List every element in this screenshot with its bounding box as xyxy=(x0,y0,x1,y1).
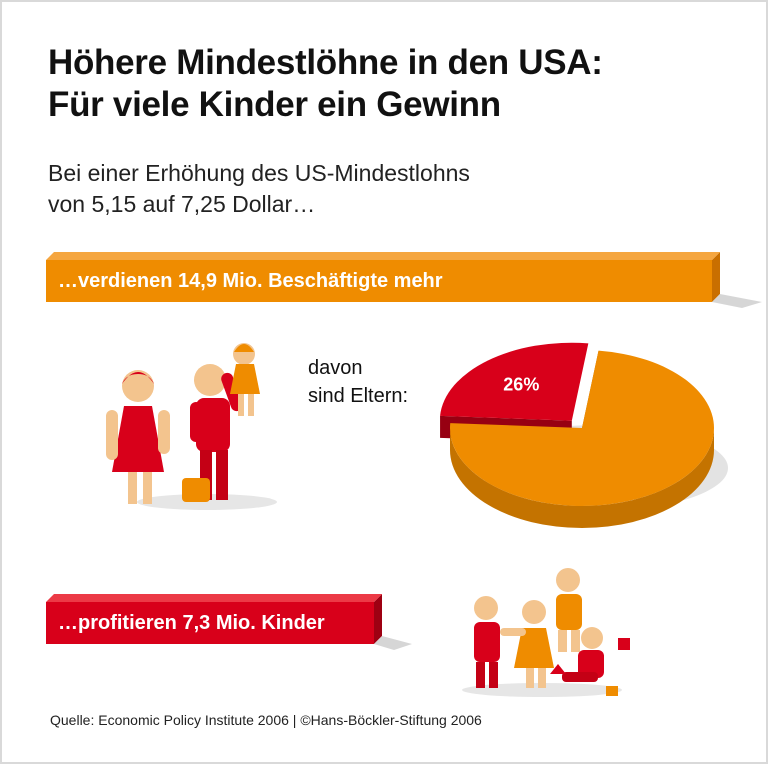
children-bar: …profitieren 7,3 Mio. Kinder xyxy=(46,602,374,644)
orange-bar-shadow xyxy=(712,294,762,308)
parents-label: davon sind Eltern: xyxy=(308,354,448,410)
red-bar-side xyxy=(374,594,382,644)
children-illustration xyxy=(462,568,630,697)
title-line-1: Höhere Mindestlöhne in den USA: xyxy=(48,43,603,82)
pie-slice-1 xyxy=(450,350,714,507)
subtitle-line-1: Bei einer Erhöhung des US-Mindestlohns xyxy=(48,160,470,186)
workers-bar: …verdienen 14,9 Mio. Beschäftigte mehr xyxy=(46,260,712,302)
children-bar-label: …profitieren 7,3 Mio. Kinder xyxy=(58,611,325,634)
pie-slice-side-1 xyxy=(450,428,714,528)
red-bar-top xyxy=(46,594,382,602)
pie-slice-label-0: 26% xyxy=(503,375,539,395)
source-note: Quelle: Economic Policy Institute 2006 |… xyxy=(50,712,482,728)
subtitle: Bei einer Erhöhung des US-Mindestlohns v… xyxy=(48,158,668,220)
workers-bar-label: …verdienen 14,9 Mio. Beschäftigte mehr xyxy=(58,269,443,292)
red-bar-shadow xyxy=(374,636,412,650)
title-line-2: Für viele Kinder ein Gewinn xyxy=(48,85,501,124)
page-title: Höhere Mindestlöhne in den USA: Für viel… xyxy=(48,42,748,126)
orange-bar-top xyxy=(46,252,720,260)
pie-slice-0 xyxy=(440,342,589,421)
orange-bar-side xyxy=(712,252,720,302)
parents-label-line-2: sind Eltern: xyxy=(308,385,409,407)
parents-illustration xyxy=(106,343,277,510)
pie-chart: 26% xyxy=(440,342,728,528)
parents-label-line-1: davon xyxy=(308,357,363,379)
subtitle-line-2: von 5,15 auf 7,25 Dollar… xyxy=(48,191,316,217)
